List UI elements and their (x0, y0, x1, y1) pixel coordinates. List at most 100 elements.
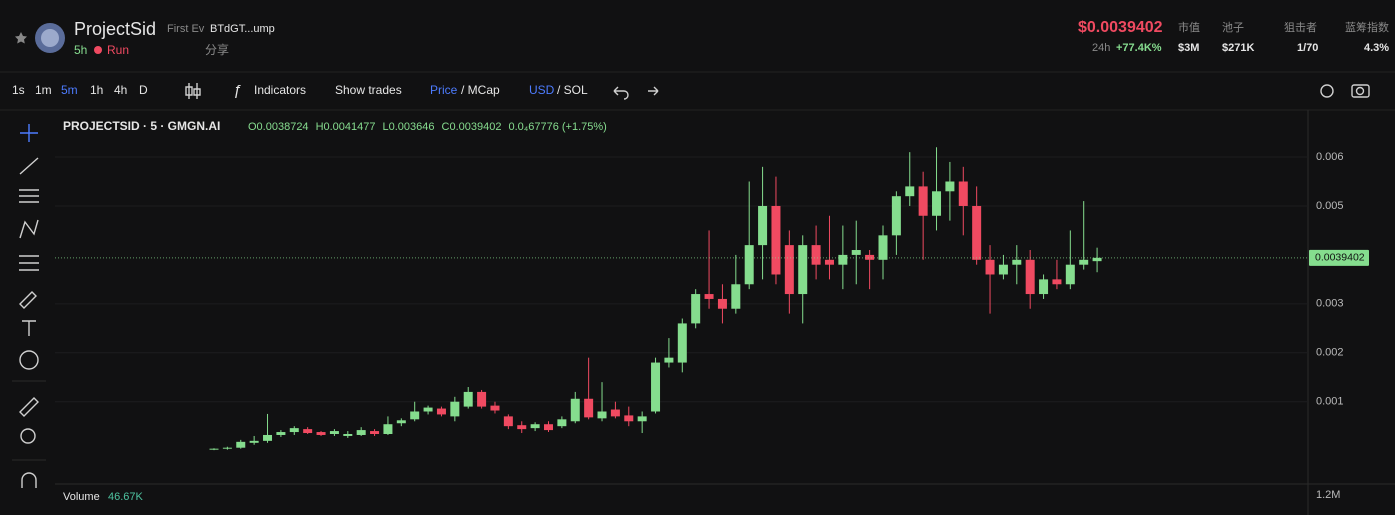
candle-body (1012, 259, 1022, 265)
interval[interactable]: 4h (114, 83, 127, 97)
tag: First Ev (167, 23, 205, 35)
ohlc-legend: O0.0038724 (248, 121, 309, 133)
candle-body (932, 191, 942, 216)
stat-value: $271K (1222, 42, 1254, 54)
zoom-tool[interactable] (20, 428, 36, 444)
candle-body (704, 294, 714, 299)
y-tick-label: 0.002 (1316, 347, 1344, 359)
emoji-tool[interactable] (19, 350, 39, 370)
text-tool[interactable] (22, 320, 36, 336)
interval[interactable]: 5m (61, 83, 78, 97)
y-tick-label: 0.005 (1316, 200, 1344, 212)
undo[interactable] (613, 86, 629, 100)
candle-body (597, 411, 607, 419)
show-trades[interactable]: Show trades (335, 83, 402, 97)
magnet-tool[interactable] (21, 472, 37, 488)
y-tick-label: 0.001 (1316, 396, 1344, 408)
pattern-tool[interactable] (19, 219, 39, 239)
address[interactable]: BTdGT...ump (210, 23, 275, 35)
price-toggle[interactable]: Price (430, 83, 458, 97)
stat-value: $3M (1178, 42, 1199, 54)
usd-toggle[interactable]: USD (529, 83, 555, 97)
interval[interactable]: 1h (90, 83, 103, 97)
candle-body (691, 294, 701, 324)
candle-body (624, 415, 634, 422)
candle-body (222, 447, 232, 449)
interval[interactable]: 1m (35, 83, 52, 97)
line-tool[interactable] (19, 157, 39, 175)
last-price-label: 0.0039402 (1315, 252, 1365, 264)
last-price-box (1309, 249, 1369, 266)
candle-body (1065, 264, 1075, 285)
candle-body (731, 284, 741, 309)
candle-body (985, 259, 995, 275)
candle-body (637, 416, 647, 422)
candle-body (811, 245, 821, 265)
candle-body (1092, 257, 1102, 262)
candle-body (303, 429, 313, 434)
stat-value: 4.3% (1364, 42, 1389, 54)
tool-bar (19, 124, 39, 488)
volume-value: 46.67K (108, 491, 144, 503)
interval[interactable]: D (139, 83, 148, 97)
crosshair[interactable] (20, 124, 38, 142)
interval[interactable]: 1s (12, 83, 25, 97)
candle-body (477, 391, 487, 407)
candle-body (664, 357, 674, 363)
candle-body (316, 432, 326, 435)
candle-body (263, 434, 273, 441)
price: $0.0039402 (1078, 19, 1163, 36)
ruler-tool[interactable] (19, 397, 39, 417)
candle-body (530, 424, 540, 429)
change-label: 24h (1092, 42, 1110, 54)
candle-body (771, 205, 781, 275)
chart-type-icon[interactable] (185, 83, 201, 99)
candle-body (651, 362, 661, 412)
token-name: ProjectSid (74, 19, 156, 39)
age: 5h (74, 43, 87, 57)
star-icon[interactable] (15, 32, 27, 44)
candle-body (209, 448, 219, 450)
candle-body (557, 419, 567, 427)
candle-body (918, 186, 928, 216)
status-icon (94, 46, 102, 54)
volume-label: Volume (63, 491, 100, 503)
candle-body (717, 298, 727, 309)
candle-body (824, 259, 834, 265)
share[interactable]: 分享 (205, 42, 229, 57)
fib-tool[interactable] (19, 189, 39, 203)
candle-body (463, 391, 473, 407)
stat-label: 狙击者 (1284, 21, 1317, 34)
ohlc-legend: L0.003646 (383, 121, 435, 133)
candle-body (758, 205, 768, 246)
candle-body (584, 398, 594, 418)
stat-label: 蓝筹指数 (1345, 20, 1389, 34)
brush-tool[interactable] (19, 291, 37, 309)
candle-body (891, 196, 901, 236)
camera (1355, 86, 1365, 96)
mcap-toggle[interactable]: / MCap (461, 83, 500, 97)
change: +77.4K% (1116, 42, 1162, 54)
sol-toggle[interactable]: / SOL (557, 83, 588, 97)
redo[interactable] (648, 86, 659, 96)
settings[interactable] (1320, 84, 1334, 98)
candle-body (972, 205, 982, 260)
candle-body (1039, 279, 1049, 295)
candle-body (370, 431, 380, 435)
fx-icon[interactable]: ƒ (233, 82, 241, 99)
candle-body (276, 432, 286, 435)
candle-body (490, 405, 500, 411)
candle-body (383, 424, 393, 435)
candle-body (744, 245, 754, 285)
avatar (41, 29, 59, 47)
prediction-tool[interactable] (19, 255, 39, 271)
candle-body (905, 186, 915, 197)
candle-body (1025, 259, 1035, 295)
y-tick-label: 0.006 (1316, 151, 1344, 163)
camera[interactable] (1351, 84, 1370, 98)
indicators[interactable]: Indicators (254, 83, 306, 97)
volume-tick: 1.2M (1316, 489, 1340, 501)
candle-body (610, 409, 620, 417)
candle-body (450, 401, 460, 417)
